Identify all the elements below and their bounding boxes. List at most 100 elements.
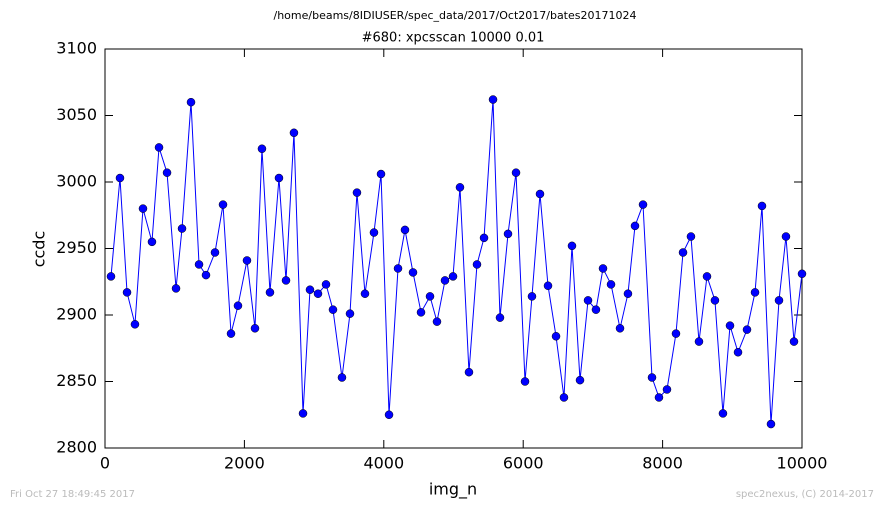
data-point bbox=[321, 280, 331, 289]
data-point bbox=[352, 188, 362, 197]
data-point bbox=[559, 393, 569, 402]
data-point bbox=[766, 419, 776, 429]
data-point bbox=[615, 324, 625, 333]
chart-title: #680: xpcsscan 10000 0.01 bbox=[362, 31, 545, 46]
data-point bbox=[638, 200, 648, 209]
y-tick-label: 3050 bbox=[56, 105, 97, 124]
y-tick-label: 2850 bbox=[56, 371, 97, 390]
data-point bbox=[313, 289, 323, 298]
data-point bbox=[671, 329, 681, 338]
data-point bbox=[425, 292, 435, 301]
x-tick-label: 2000 bbox=[224, 454, 265, 473]
data-point bbox=[647, 373, 657, 382]
data-point bbox=[233, 301, 243, 310]
data-point bbox=[328, 305, 338, 314]
data-point bbox=[583, 296, 593, 305]
data-point bbox=[130, 320, 140, 329]
data-point bbox=[440, 276, 450, 285]
data-point bbox=[177, 224, 187, 233]
data-point bbox=[511, 168, 521, 177]
plot-frame bbox=[104, 48, 803, 449]
data-point bbox=[360, 289, 370, 298]
data-point bbox=[725, 321, 735, 330]
data-point bbox=[591, 305, 601, 314]
data-point bbox=[520, 377, 530, 386]
y-tick-label: 3000 bbox=[56, 172, 97, 191]
data-point bbox=[488, 95, 498, 104]
data-point bbox=[464, 367, 474, 377]
data-point bbox=[400, 225, 410, 235]
data-point bbox=[694, 337, 704, 346]
data-point bbox=[503, 229, 513, 239]
x-tick-label: 4000 bbox=[363, 454, 404, 473]
data-point bbox=[281, 276, 291, 285]
data-point bbox=[265, 288, 275, 297]
data-point bbox=[250, 324, 260, 333]
data-point bbox=[757, 201, 767, 211]
data-point bbox=[376, 169, 386, 179]
data-point bbox=[186, 97, 196, 107]
data-point bbox=[416, 308, 426, 317]
data-point bbox=[654, 393, 664, 402]
data-point bbox=[257, 144, 267, 153]
data-point bbox=[194, 260, 204, 269]
data-point bbox=[702, 272, 712, 281]
footer-right: spec2nexus, (C) 2014-2017 bbox=[736, 489, 874, 500]
data-point bbox=[774, 296, 784, 305]
data-point bbox=[154, 143, 164, 152]
y-tick-label: 2950 bbox=[56, 238, 97, 257]
data-point bbox=[147, 237, 157, 247]
data-point bbox=[369, 228, 379, 237]
data-point bbox=[567, 241, 577, 251]
data-point bbox=[662, 385, 672, 394]
data-point bbox=[289, 128, 299, 138]
y-tick-label: 2800 bbox=[56, 438, 97, 457]
data-point bbox=[210, 248, 220, 257]
footer-left: Fri Oct 27 18:49:45 2017 bbox=[10, 489, 135, 500]
data-point bbox=[298, 409, 308, 418]
data-point bbox=[408, 268, 418, 277]
data-point bbox=[718, 409, 728, 418]
x-tick-label: 8000 bbox=[642, 454, 683, 473]
data-point bbox=[472, 260, 482, 269]
data-point bbox=[678, 248, 688, 257]
data-point bbox=[448, 272, 458, 281]
data-point bbox=[623, 289, 633, 298]
data-point bbox=[226, 329, 236, 338]
suptitle: /home/beams/8IDIUSER/spec_data/2017/Oct2… bbox=[274, 9, 637, 22]
data-point bbox=[527, 292, 537, 301]
x-tick-label: 0 bbox=[100, 454, 110, 473]
data-point bbox=[495, 313, 505, 322]
data-point bbox=[115, 173, 125, 183]
data-point bbox=[274, 173, 284, 183]
data-point bbox=[384, 410, 394, 419]
data-point bbox=[106, 272, 116, 281]
data-point bbox=[598, 264, 608, 273]
data-point bbox=[162, 168, 172, 177]
data-point bbox=[781, 232, 791, 241]
data-point bbox=[575, 375, 585, 385]
data-point bbox=[789, 337, 799, 346]
data-point bbox=[138, 204, 148, 213]
data-point bbox=[218, 200, 228, 209]
x-tick-label: 6000 bbox=[503, 454, 544, 473]
data-point bbox=[122, 288, 132, 297]
data-point bbox=[393, 264, 403, 273]
data-point bbox=[201, 270, 211, 280]
data-point bbox=[337, 373, 347, 382]
data-point bbox=[455, 183, 465, 192]
data-point bbox=[606, 280, 616, 289]
data-point bbox=[797, 269, 807, 279]
x-tick-label: 10000 bbox=[777, 454, 828, 473]
data-point bbox=[345, 309, 355, 318]
data-point bbox=[733, 347, 743, 357]
data-point bbox=[551, 332, 561, 341]
data-point bbox=[750, 288, 760, 297]
data-point bbox=[710, 296, 720, 305]
data-point bbox=[742, 325, 752, 334]
data-point bbox=[535, 189, 545, 199]
data-point bbox=[305, 285, 315, 294]
data-point bbox=[432, 317, 442, 326]
y-axis-label: ccdc bbox=[30, 231, 49, 268]
